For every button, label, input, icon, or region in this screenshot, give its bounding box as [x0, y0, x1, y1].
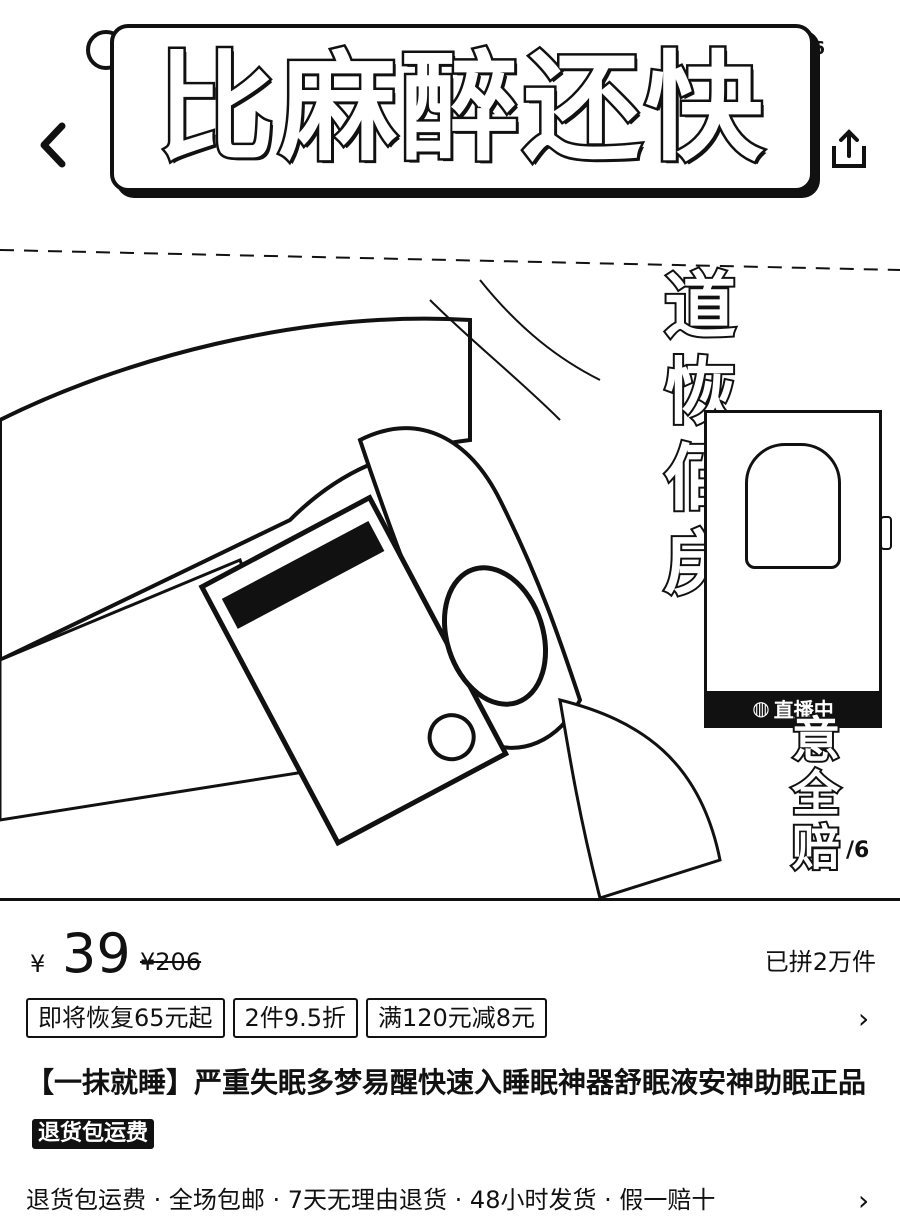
live-badge: ◍ 直播中	[707, 691, 879, 725]
chevron-right-icon[interactable]: ›	[858, 1184, 870, 1217]
overlay-char: 道	[662, 264, 738, 348]
promo-banner: 比麻醉还快	[110, 24, 814, 192]
sold-count: 已拼2万件	[764, 948, 876, 976]
live-label-text: 直播中	[773, 697, 834, 722]
overlay-char: 全	[790, 766, 842, 822]
service-guarantees[interactable]: 退货包运费 · 全场包邮 · 7天无理由退货 · 48小时发货 · 假一赔十	[26, 1182, 846, 1218]
promo-tag[interactable]: 满120元减8元	[365, 998, 548, 1038]
promo-tag[interactable]: 2件9.5折	[232, 998, 358, 1038]
return-shipping-badge: 退货包运费	[32, 1119, 155, 1149]
overlay-guarantee-text: 意 全 赔	[790, 712, 850, 876]
live-stream-card[interactable]: ◍ 直播中	[704, 410, 882, 728]
price-row: ¥ 39 ¥206 已拼2万件	[30, 924, 876, 984]
service-text: 退货包运费 · 全场包邮 · 7天无理由退货 · 48小时发货 · 假一赔十	[26, 1186, 716, 1214]
image-page-indicator: /6	[846, 838, 870, 863]
share-button[interactable]	[826, 126, 872, 172]
product-image-carousel[interactable]: 5 56 比麻醉还快 道 恢 佰 戻 ◍ 直播中 意 全 赔 /6	[0, 0, 900, 901]
original-price: ¥206	[140, 948, 201, 976]
banner-title: 比麻醉还快	[154, 39, 767, 177]
streamer-avatar	[745, 443, 841, 569]
current-price: 39	[62, 922, 131, 985]
live-icon: ◍	[752, 696, 770, 720]
chevron-left-icon	[40, 122, 66, 168]
product-title: 【一抹就睡】严重失眠多梦易醒快速入睡眠神器舒眠液安神助眠正品退货包运费	[26, 1058, 866, 1158]
promo-tag[interactable]: 即将恢复65元起	[26, 998, 225, 1038]
back-button[interactable]	[30, 118, 74, 172]
overlay-char: 意	[790, 712, 842, 768]
promo-tags[interactable]: 即将恢复65元起 2件9.5折 满120元减8元	[26, 998, 548, 1038]
chevron-right-icon[interactable]: ›	[858, 1002, 870, 1035]
product-title-text: 【一抹就睡】严重失眠多梦易醒快速入睡眠神器舒眠液安神助眠正品	[26, 1066, 867, 1099]
overlay-char: 赔	[790, 820, 842, 876]
product-photo	[0, 249, 900, 898]
share-icon	[832, 129, 866, 168]
original-price-currency: ¥	[140, 948, 156, 976]
original-price-value: 206	[155, 948, 202, 976]
price-currency: ¥	[30, 950, 46, 978]
